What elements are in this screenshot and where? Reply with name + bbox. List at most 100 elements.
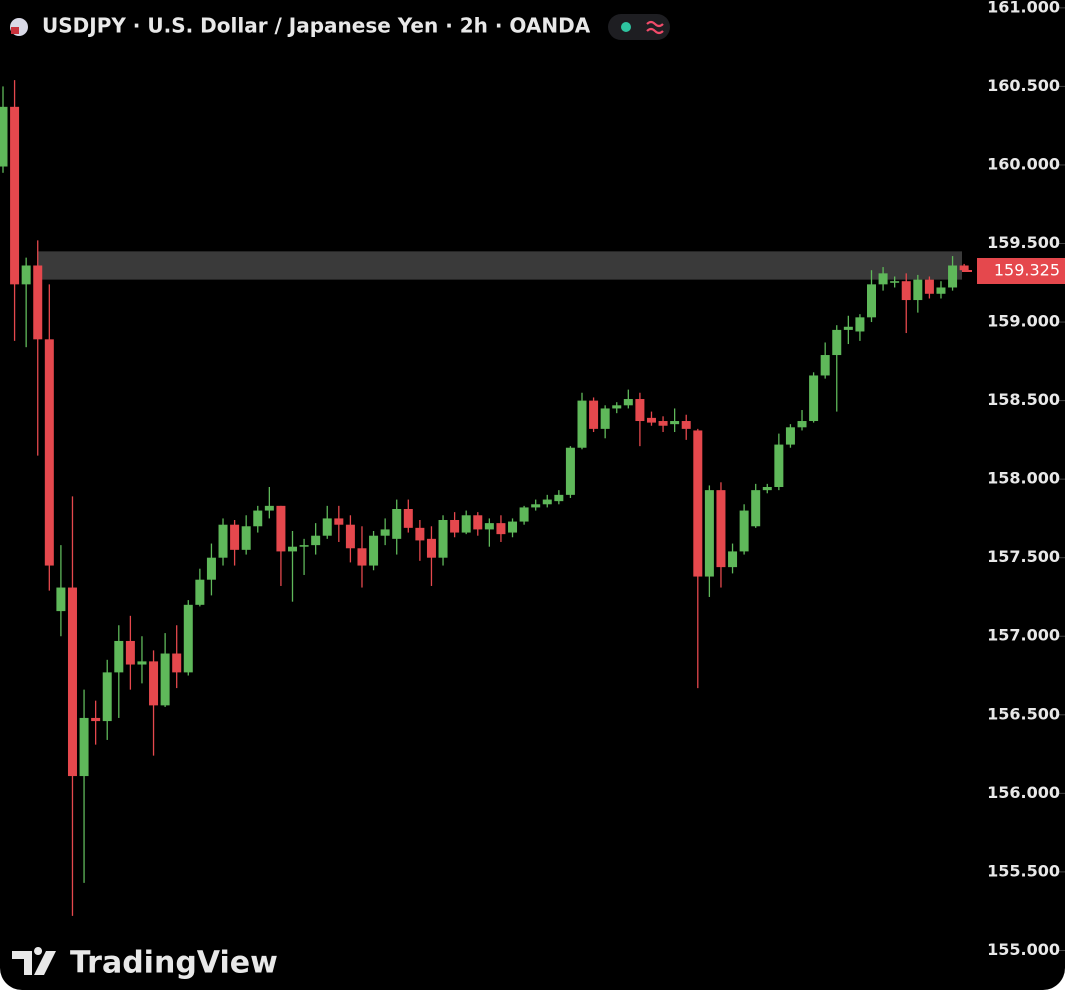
candle-body: [751, 490, 761, 527]
candle-body: [149, 661, 159, 706]
candle-body: [531, 504, 541, 508]
candle-body: [195, 579, 205, 605]
candle-body: [577, 400, 587, 448]
candle-body: [820, 355, 830, 376]
y-tick-label: 159.000: [987, 312, 1060, 331]
y-tick-label: 155.500: [987, 861, 1060, 880]
candle-body: [762, 487, 772, 491]
logo-icon: [12, 947, 56, 975]
chart-title: USDJPY · U.S. Dollar / Japanese Yen · 2h…: [42, 14, 591, 38]
candle-body: [438, 519, 448, 558]
candle-body: [264, 505, 274, 511]
candle-body: [276, 505, 286, 552]
candle-body: [855, 317, 865, 332]
candle-body: [334, 518, 344, 525]
candle-body: [716, 490, 726, 568]
candle-body: [728, 551, 738, 568]
candle-body: [114, 640, 124, 673]
candle-body: [403, 508, 413, 528]
candle-body: [600, 408, 610, 429]
y-tick-label: 158.000: [987, 469, 1060, 488]
candle-body: [21, 265, 31, 285]
status-icon: [646, 20, 664, 35]
candle-body: [878, 273, 888, 285]
candle-body: [589, 400, 599, 429]
y-tick-label: 156.500: [987, 704, 1060, 723]
candle-body: [809, 375, 819, 422]
y-tick-label: 158.500: [987, 390, 1060, 409]
last-price-label: 159.325: [994, 260, 1060, 279]
candle-body: [901, 281, 911, 301]
status-pill: [608, 14, 670, 40]
candle-body: [311, 535, 321, 546]
candle-body: [288, 546, 297, 552]
candle-body: [693, 430, 703, 577]
candle-body: [658, 421, 668, 426]
candle-body: [415, 527, 425, 541]
candle-body: [623, 399, 633, 406]
price-zone: [38, 251, 962, 280]
candle-body: [345, 524, 355, 549]
candle-body: [33, 265, 43, 340]
header: USDJPY · U.S. Dollar / Japanese Yen · 2h…: [10, 14, 670, 40]
candle-body: [913, 279, 923, 301]
candle-body: [56, 587, 66, 612]
candle-body: [890, 281, 900, 283]
candle-body: [461, 515, 471, 533]
candle-body: [357, 548, 367, 566]
candle-body: [704, 490, 714, 577]
candle-body: [785, 427, 795, 445]
candle-body: [519, 507, 529, 522]
candle-body: [496, 523, 506, 535]
candle-body: [0, 106, 8, 167]
candle-body: [450, 519, 460, 533]
candle-body: [542, 499, 552, 505]
candle-body: [206, 557, 216, 580]
watermark-text: TradingView: [70, 946, 278, 981]
candle-body: [681, 421, 691, 429]
candle-body: [183, 604, 193, 673]
last-price-box: [977, 257, 1065, 284]
flag-icon-part: [11, 27, 19, 34]
candle-body: [369, 535, 379, 566]
candle-body: [102, 672, 112, 722]
candle-body: [10, 106, 20, 285]
candle-body: [380, 529, 390, 536]
candle-body: [91, 717, 101, 722]
candle-body: [484, 523, 494, 530]
candle-body: [44, 339, 54, 566]
candle-body: [473, 515, 483, 530]
candle-body: [322, 518, 332, 536]
status-dot: [621, 22, 631, 32]
y-tick-label: 160.500: [987, 76, 1060, 95]
candle-body: [241, 526, 251, 550]
candle-body: [843, 326, 853, 330]
candle-body: [774, 444, 784, 488]
candle-body: [299, 545, 309, 547]
candle-body: [253, 510, 263, 527]
y-tick-label: 155.000: [987, 940, 1060, 959]
plot: 155.000 155.500 156.000 156.500 157.000 157.5…: [0, 0, 1065, 959]
candle-body: [137, 661, 147, 665]
candle-body: [565, 447, 575, 495]
candle-body: [867, 284, 876, 318]
candle-body: [508, 521, 518, 533]
y-tick-label: 159.500: [987, 233, 1060, 252]
candle-body: [392, 508, 402, 539]
candle-body: [230, 524, 240, 550]
candle-body: [948, 265, 958, 288]
candle-body: [612, 405, 622, 409]
y-tick-label: 161.000: [987, 0, 1060, 16]
candle-body: [67, 587, 77, 777]
candle-body: [739, 510, 749, 552]
candle-body: [936, 287, 946, 294]
watermark: TradingView: [12, 946, 278, 981]
y-tick-label: 160.000: [987, 154, 1060, 173]
candle-body: [959, 265, 969, 271]
candle-body: [646, 417, 656, 423]
y-tick-label: 157.000: [987, 626, 1060, 645]
candle-body: [160, 653, 170, 706]
